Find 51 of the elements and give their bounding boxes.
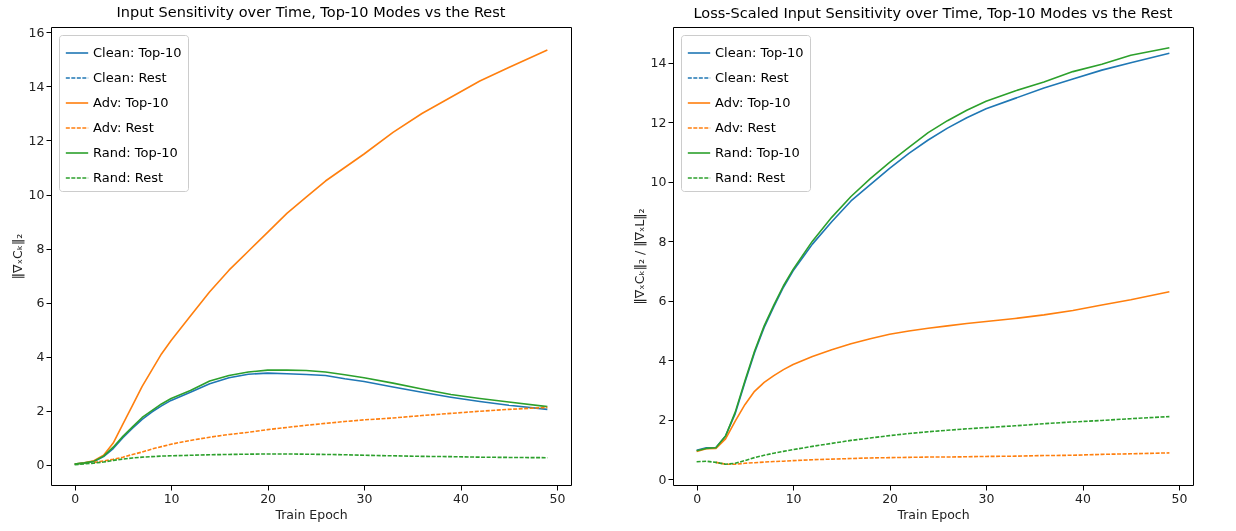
legend-label: Clean: Top-10 [715,45,804,60]
legend-label: Adv: Rest [715,120,776,135]
legend-label: Adv: Rest [93,120,154,135]
y-tick-label: 0 [36,457,45,473]
y-tick-label: 4 [36,349,45,365]
legend-label: Rand: Top-10 [93,145,178,160]
line-series [715,452,1171,465]
x-tick-label: 50 [549,490,566,506]
x-tick-label: 20 [260,490,277,506]
legend-label: Clean: Rest [715,70,789,85]
x-tick-label: 30 [356,490,373,506]
y-tick-label: 0 [658,471,667,487]
x-tick-label: 40 [1075,490,1092,506]
y-tick-label: 10 [650,174,667,190]
legend-label: Rand: Rest [715,170,786,185]
y-tick-label: 8 [658,233,667,249]
x-tick-label: 0 [71,490,80,506]
legend-label: Clean: Top-10 [93,45,182,60]
x-tick-label: 50 [1171,490,1188,506]
x-tick-label: 10 [785,490,802,506]
legend-label: Adv: Top-10 [93,95,169,110]
legend-label: Rand: Top-10 [715,145,800,160]
y-axis-title: ‖∇ₓCₖ‖₂ / ‖∇ₓL‖₂ [631,208,647,305]
y-tick-label: 10 [28,187,45,203]
y-tick-label: 12 [650,114,667,130]
line-series [695,415,1171,465]
x-tick-label: 20 [882,490,899,506]
legend-label: Clean: Rest [93,70,167,85]
chart-title: Loss-Scaled Input Sensitivity over Time, Top-10 Modes vs the Rest [693,4,1173,21]
y-tick-label: 2 [36,403,45,419]
y-tick-label: 6 [658,293,667,309]
line-series [695,290,1171,453]
y-tick-label: 2 [658,412,667,428]
x-axis-title: Train Epoch [274,507,348,522]
y-tick-label: 12 [28,132,45,148]
chart-title: Input Sensitivity over Time, Top-10 Modes vs the Rest [116,3,506,20]
y-tick-label: 8 [36,241,45,257]
y-tick-label: 14 [28,78,45,94]
x-tick-label: 30 [978,490,995,506]
y-tick-label: 6 [36,295,45,311]
y-tick-label: 16 [28,24,45,40]
x-axis-title: Train Epoch [896,507,970,522]
line-series [93,406,549,464]
y-axis-title: ‖∇ₓCₖ‖₂ [9,233,25,280]
x-tick-label: 40 [453,490,470,506]
legend-label: Adv: Top-10 [715,95,791,110]
y-tick-label: 4 [658,352,667,368]
y-tick-label: 14 [650,55,667,71]
x-tick-label: 0 [693,490,702,506]
x-tick-label: 10 [163,490,180,506]
legend-label: Rand: Rest [93,170,164,185]
